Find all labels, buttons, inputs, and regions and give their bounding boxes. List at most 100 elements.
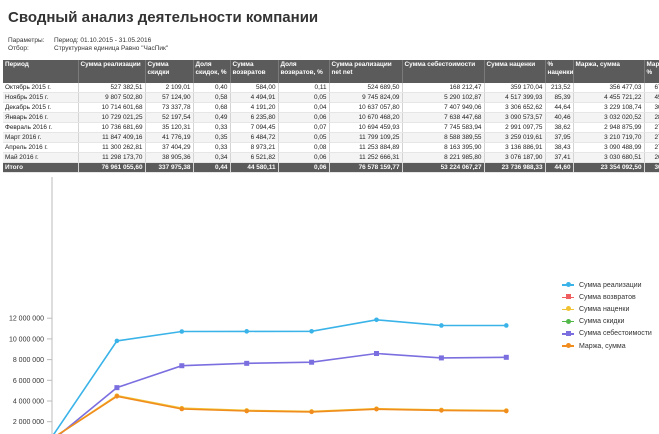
table-cell: 57 124,90	[145, 92, 194, 103]
data-point	[374, 406, 379, 412]
legend-swatch	[562, 343, 574, 349]
series-line-4	[58, 352, 507, 434]
data-point	[179, 406, 185, 412]
table-row: Январь 2016 г. 10 729 021,25 52 197,54 0,49…	[3, 112, 659, 123]
table-cell: 11 253 884,89	[329, 142, 403, 153]
row-period: Май 2016 г.	[3, 152, 79, 163]
column-header-8: Сумма наценки	[484, 60, 546, 83]
table-cell: 0,06	[278, 112, 330, 123]
data-point	[439, 408, 444, 413]
filter-value: Структурная единица Равно "ЧасПик"	[54, 45, 169, 52]
legend-swatch	[562, 294, 574, 300]
legend-label: Сумма скидки	[579, 318, 625, 326]
table-cell: 11 300 262,81	[78, 142, 146, 153]
table-cell: 0,49	[193, 112, 231, 123]
table-cell: 44 580,11	[230, 162, 279, 173]
table-cell: 2 109,01	[145, 83, 194, 93]
table-cell: 30,36	[644, 102, 659, 113]
table-cell: 0,35	[193, 132, 231, 143]
table-cell: 359 170,04	[484, 83, 546, 93]
table-cell: 524 689,50	[329, 83, 403, 93]
table-cell: 584,00	[230, 83, 279, 93]
table-cell: 10 714 601,68	[78, 102, 146, 113]
table-cell: 85,39	[545, 92, 574, 103]
table-cell: 76 578 159,77	[329, 162, 403, 173]
table-cell: 37 404,29	[145, 142, 194, 153]
y-tick-label: 2 000 000	[13, 419, 44, 426]
row-period: Январь 2016 г.	[3, 112, 79, 123]
table-row: Ноябрь 2015 г. 9 807 502,80 57 124,90 0,58 4…	[3, 92, 659, 103]
legend-item: Сумма себестоимости	[562, 328, 652, 340]
series-line-5	[57, 395, 507, 434]
table-cell: 23 736 988,33	[484, 162, 546, 173]
table-cell: 37,95	[545, 132, 574, 143]
table-cell: 3 210 719,70	[573, 132, 645, 143]
row-period: Апрель 2016 г.	[3, 142, 79, 153]
table-cell: 7 407 949,06	[402, 102, 485, 113]
table-cell: 38,62	[545, 122, 574, 133]
table-cell: 35 120,31	[145, 122, 194, 133]
legend-marker	[565, 318, 571, 324]
table-cell: 73 337,78	[145, 102, 194, 113]
y-tick-label: 12 000 000	[9, 316, 44, 323]
table-cell: 3 306 652,62	[484, 102, 546, 113]
column-header-0: Период	[3, 60, 79, 83]
row-period: Декабрь 2015 г.	[3, 102, 79, 113]
legend-label: Сумма реализации	[579, 281, 642, 289]
table-cell: 0,05	[278, 92, 330, 103]
table-cell: 3 076 187,90	[484, 152, 546, 163]
table-cell: 6 235,80	[230, 112, 279, 123]
row-period: Февраль 2016 г.	[3, 122, 79, 133]
table-cell: 0,58	[193, 92, 231, 103]
table-cell: 5 290 102,87	[402, 92, 485, 103]
table-total-row: Итого 76 961 055,60 337 975,38 0,44 44 580,1…	[3, 162, 659, 173]
data-point	[374, 351, 379, 357]
legend-swatch	[562, 282, 574, 288]
legend-item: Маржа, сумма	[562, 340, 652, 352]
table-cell: 23 354 092,50	[573, 162, 645, 173]
parameters-label: Параметры:	[8, 37, 45, 44]
table-cell: 7 745 583,94	[402, 122, 485, 133]
table-cell: 8 221 985,80	[402, 152, 485, 163]
data-point	[309, 359, 315, 365]
table-cell: 0,06	[278, 152, 330, 163]
table-cell: 0,44	[193, 162, 231, 173]
table-cell: 0,07	[278, 122, 330, 133]
report-parameters: Параметры: Период: 01.10.2015 - 31.05.201…	[8, 37, 151, 44]
column-header-6: Сумма реализации net net	[329, 60, 403, 83]
data-point	[244, 329, 249, 334]
table-cell: 76 961 055,60	[78, 162, 146, 173]
table-cell: 0,34	[193, 152, 231, 163]
data-point	[439, 323, 444, 328]
table-cell: 27,21	[644, 132, 659, 143]
legend-marker	[565, 330, 571, 336]
row-period: Март 2016 г.	[3, 132, 79, 143]
table-cell: 0,05	[278, 132, 330, 143]
series-line-0	[52, 318, 507, 434]
table-cell: 6 521,82	[230, 152, 279, 163]
table-cell: 11 298 173,70	[78, 152, 146, 163]
table-cell: 26,93	[644, 152, 659, 163]
legend-label: Сумма наценки	[579, 305, 630, 313]
legend-swatch	[562, 330, 574, 336]
data-point	[504, 323, 509, 328]
parameters-value: Период: 01.10.2015 - 31.05.2016	[54, 37, 152, 44]
data-point	[114, 338, 120, 344]
table-cell: 4 191,20	[230, 102, 279, 113]
table-cell: 3 259 019,61	[484, 132, 546, 143]
table-cell: 10 736 681,69	[78, 122, 146, 133]
table-cell: 2 948 875,99	[573, 122, 645, 133]
table-cell: 0,33	[193, 142, 231, 153]
row-period: Октябрь 2015 г.	[3, 83, 79, 93]
table-cell: 30,50	[644, 162, 659, 173]
table-cell: 9 745 824,09	[329, 92, 403, 103]
column-header-1: Сумма реализации	[78, 60, 146, 83]
column-header-5: Доля возвратов, %	[278, 60, 330, 83]
table-cell: 3 229 108,74	[573, 102, 645, 113]
table-cell: 11 252 666,31	[329, 152, 403, 163]
report-filter: Отбор: Структурная единица Равно "ЧасПик"	[8, 45, 168, 52]
table-cell: 27,57	[644, 122, 659, 133]
table-row: Май 2016 г. 11 298 173,70 38 905,36 0,34 6 5…	[3, 152, 659, 163]
legend-label: Сумма себестоимости	[579, 330, 652, 338]
report-table-container[interactable]: Период Сумма реализации Сумма скидки Доля с…	[3, 60, 659, 173]
